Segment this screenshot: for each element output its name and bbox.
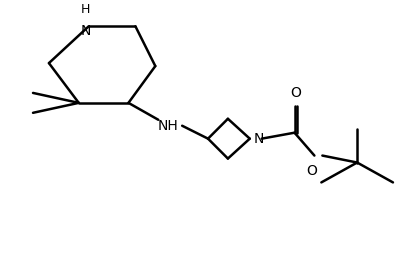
Text: O: O — [306, 164, 317, 178]
Text: H: H — [81, 3, 90, 16]
Text: N: N — [254, 132, 264, 146]
Text: NH: NH — [158, 119, 178, 133]
Text: O: O — [290, 86, 301, 100]
Text: N: N — [81, 24, 91, 38]
